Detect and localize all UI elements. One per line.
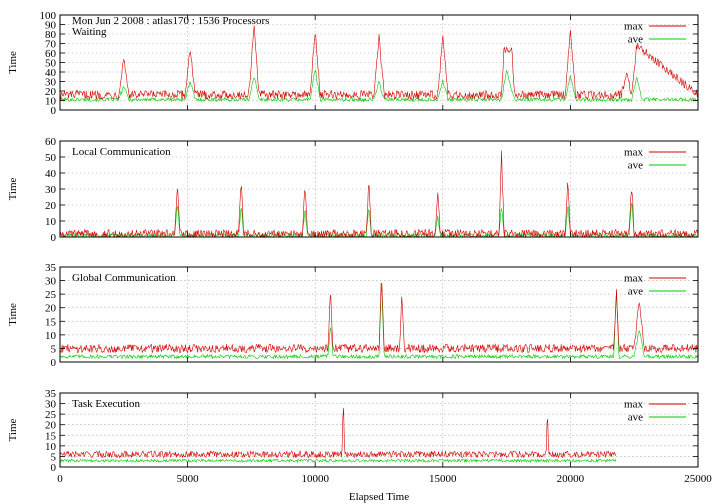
legend-label-ave: ave bbox=[628, 34, 643, 46]
x-tick-label: 15000 bbox=[429, 473, 457, 485]
y-tick-label: 0 bbox=[51, 232, 57, 244]
y-axis-title: Time bbox=[7, 418, 19, 441]
panel-label: Waiting bbox=[72, 26, 107, 38]
y-tick-label: 10 bbox=[45, 96, 57, 108]
y-axis-title: Time bbox=[7, 51, 19, 74]
legend-label-ave: ave bbox=[628, 286, 643, 298]
x-axis-title: Elapsed Time bbox=[349, 491, 409, 503]
y-tick-label: 40 bbox=[45, 67, 57, 79]
y-tick-label: 15 bbox=[45, 430, 57, 442]
y-tick-label: 20 bbox=[45, 200, 57, 212]
y-tick-label: 0 bbox=[51, 105, 57, 117]
y-tick-label: 90 bbox=[45, 20, 57, 32]
y-tick-label: 30 bbox=[45, 184, 57, 196]
y-tick-label: 40 bbox=[45, 168, 57, 180]
y-tick-label: 80 bbox=[45, 29, 57, 41]
series-line-max bbox=[59, 407, 617, 459]
x-tick-label: 5000 bbox=[177, 473, 200, 485]
panel-label: Global Communication bbox=[72, 272, 176, 284]
series-line-max bbox=[59, 283, 699, 354]
y-tick-label: 25 bbox=[45, 409, 57, 421]
y-tick-label: 35 bbox=[45, 262, 57, 274]
panel-label: Task Execution bbox=[72, 398, 140, 410]
y-tick-label: 15 bbox=[45, 316, 57, 328]
plot-frame bbox=[59, 266, 699, 363]
legend-label-max: max bbox=[624, 21, 643, 33]
y-tick-label: 25 bbox=[45, 289, 57, 301]
x-tick-label: 0 bbox=[57, 473, 63, 485]
legend-label-max: max bbox=[624, 273, 643, 285]
legend-label-ave: ave bbox=[628, 160, 643, 172]
chart-header: Mon Jun 2 2008 : atlas170 : 1536 Process… bbox=[72, 15, 269, 27]
y-tick-label: 60 bbox=[45, 136, 57, 148]
series-line-ave bbox=[59, 202, 699, 239]
series-line-ave bbox=[59, 69, 699, 103]
panel-2: 0 10 20 30 40 50 60 Time Local Communication maxa… bbox=[7, 136, 699, 244]
series-line-max bbox=[59, 25, 699, 101]
y-tick-label: 50 bbox=[45, 58, 57, 70]
y-tick-label: 100 bbox=[40, 10, 57, 22]
y-tick-label: 0 bbox=[51, 462, 57, 474]
y-tick-label: 10 bbox=[45, 330, 57, 342]
panel-label: Local Communication bbox=[72, 146, 171, 158]
y-tick-label: 20 bbox=[45, 86, 57, 98]
legend-label-ave: ave bbox=[628, 412, 643, 424]
series-line-ave bbox=[59, 285, 699, 360]
legend-label-max: max bbox=[624, 147, 643, 159]
plot-frame bbox=[59, 392, 699, 468]
series-line-ave bbox=[59, 458, 617, 464]
y-tick-label: 60 bbox=[45, 48, 57, 60]
x-tick-label: 20000 bbox=[557, 473, 585, 485]
y-tick-label: 20 bbox=[45, 303, 57, 315]
x-tick-label: 25000 bbox=[684, 473, 712, 485]
y-axis-title: Time bbox=[7, 303, 19, 326]
y-tick-label: 10 bbox=[45, 441, 57, 453]
y-tick-label: 0 bbox=[51, 357, 57, 369]
y-tick-label: 20 bbox=[45, 420, 57, 432]
y-axis-title: Time bbox=[7, 177, 19, 200]
y-tick-label: 5 bbox=[51, 343, 57, 355]
y-tick-label: 30 bbox=[45, 77, 57, 89]
legend-label-max: max bbox=[624, 399, 643, 411]
y-tick-label: 10 bbox=[45, 216, 57, 228]
y-tick-label: 5 bbox=[51, 451, 57, 463]
y-tick-label: 35 bbox=[45, 388, 57, 400]
y-tick-label: 70 bbox=[45, 39, 57, 51]
x-tick-label: 10000 bbox=[301, 473, 329, 485]
y-tick-label: 50 bbox=[45, 152, 57, 164]
series-line-max bbox=[59, 150, 699, 239]
y-tick-label: 30 bbox=[45, 399, 57, 411]
y-tick-label: 30 bbox=[45, 276, 57, 288]
